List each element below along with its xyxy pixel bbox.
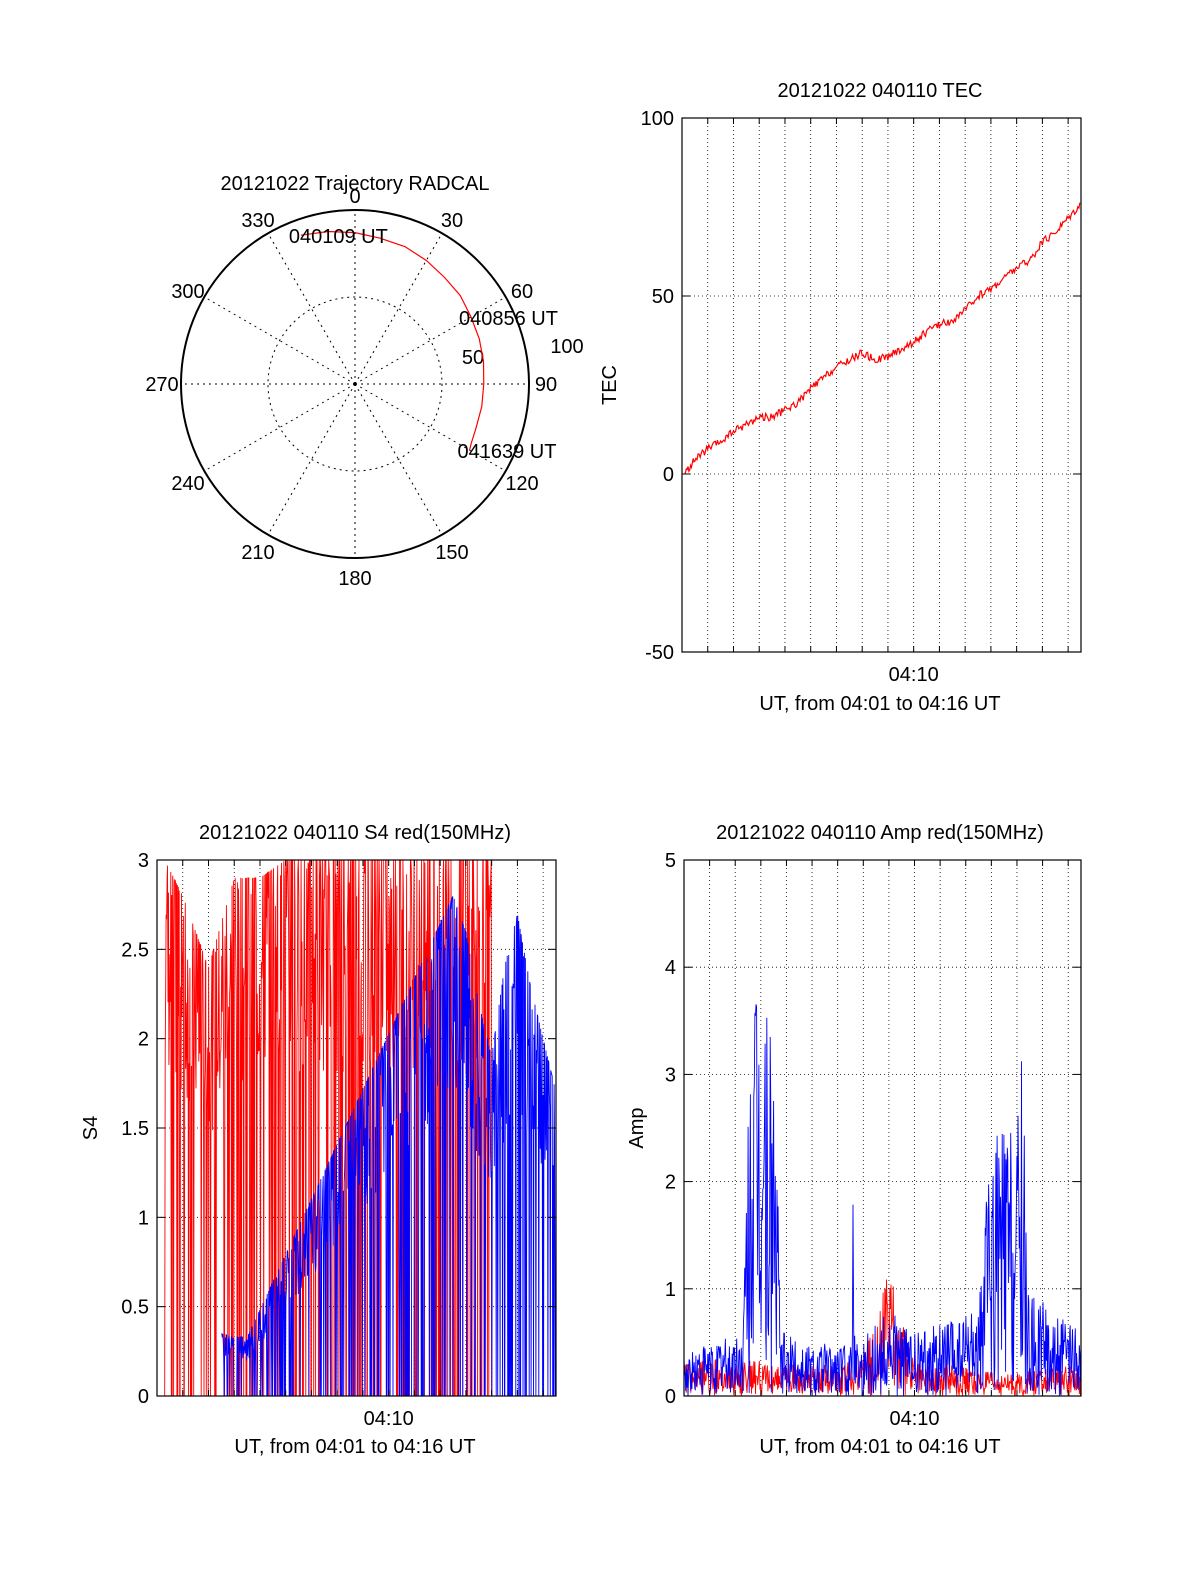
angle-label-0: 0 (349, 186, 360, 208)
ytick-label: 2.5 (121, 939, 149, 961)
ytick-label: 2 (138, 1029, 149, 1051)
polar-grid (181, 210, 529, 558)
ytick-label: 0 (665, 1386, 676, 1408)
polar-spoke-30 (354, 233, 443, 385)
angle-label-210: 210 (241, 542, 274, 564)
s4-panel: 20121022 040110 S4 red(150MHz) UT, from … (80, 822, 557, 1458)
angle-label-90: 90 (535, 374, 557, 396)
ytick-label: 5 (665, 850, 676, 872)
radial-label-50: 50 (462, 347, 484, 369)
polar-spoke-60 (354, 296, 506, 385)
polar-spoke-120 (354, 383, 506, 472)
trajectory-track: 040109 UT 040856 UT 041639 UT (289, 226, 558, 463)
ytick-label: 1 (665, 1279, 676, 1301)
ytick-label: 100 (641, 108, 674, 130)
amp-panel: 20121022 040110 Amp red(150MHz) UT, from… (626, 822, 1082, 1458)
xtick-label: 04:10 (364, 1408, 414, 1430)
angle-label-300: 300 (171, 281, 204, 303)
ytick-label: 4 (665, 957, 676, 979)
polar-spoke-330 (267, 233, 356, 385)
tec-panel: 20121022 040110 TEC UT, from 04:01 to 04… (599, 80, 1082, 715)
angle-label-270: 270 (145, 374, 178, 396)
angle-label-150: 150 (435, 542, 468, 564)
plot-frame (681, 117, 1082, 653)
angle-label-330: 330 (241, 210, 274, 232)
s4-xlabel: UT, from 04:01 to 04:16 UT (234, 1436, 475, 1458)
radial-label-100: 100 (550, 336, 583, 358)
series-tec-0 (684, 202, 1081, 474)
ytick-label: 0.5 (121, 1297, 149, 1319)
ytick-label: 1.5 (121, 1118, 149, 1140)
ytick-label: 2 (665, 1172, 676, 1194)
ytick-label: 3 (138, 850, 149, 872)
trajectory-time-label: 041639 UT (458, 441, 557, 463)
angle-label-240: 240 (171, 473, 204, 495)
ytick-label: 1 (138, 1207, 149, 1229)
trajectory-line (300, 230, 485, 451)
polar-angle-labels: 0 30 60 90 120 150 180 210 240 270 300 3… (145, 186, 583, 590)
polar-outer-circle (180, 209, 530, 559)
trajectory-time-label: 040109 UT (289, 226, 388, 248)
trajectory-panel: 20121022 Trajectory RADCAL 0 30 60 90 12… (145, 173, 583, 590)
plot-frame (683, 859, 1082, 1397)
s4-title: 20121022 040110 S4 red(150MHz) (199, 822, 511, 844)
trajectory-title: 20121022 Trajectory RADCAL (220, 173, 489, 195)
angle-label-120: 120 (505, 473, 538, 495)
ytick-label: 0 (138, 1386, 149, 1408)
tec-title: 20121022 040110 TEC (778, 80, 983, 102)
trajectory-time-label: 040856 UT (459, 308, 558, 330)
ytick-label: 3 (665, 1064, 676, 1086)
series-amp-blue (683, 1004, 1082, 1396)
ytick-label: 50 (652, 286, 674, 308)
amp-title: 20121022 040110 Amp red(150MHz) (716, 822, 1044, 844)
ytick-label: -50 (645, 642, 674, 664)
polar-ring-50 (267, 296, 443, 472)
polar-spoke-150 (354, 383, 443, 535)
polar-spoke-240 (204, 383, 356, 472)
amp-ylabel: Amp (626, 1107, 648, 1148)
ytick-label: 0 (663, 464, 674, 486)
angle-label-60: 60 (511, 281, 533, 303)
angle-label-180: 180 (338, 568, 371, 590)
polar-spoke-300 (204, 296, 356, 385)
xtick-label: 04:10 (889, 664, 939, 686)
amp-xlabel: UT, from 04:01 to 04:16 UT (759, 1436, 1000, 1458)
angle-label-30: 30 (441, 210, 463, 232)
s4-ylabel: S4 (80, 1116, 102, 1140)
polar-spoke-210 (267, 383, 356, 535)
tec-xlabel: UT, from 04:01 to 04:16 UT (759, 693, 1000, 715)
tec-ylabel: TEC (599, 365, 621, 405)
xtick-label: 04:10 (889, 1408, 939, 1430)
